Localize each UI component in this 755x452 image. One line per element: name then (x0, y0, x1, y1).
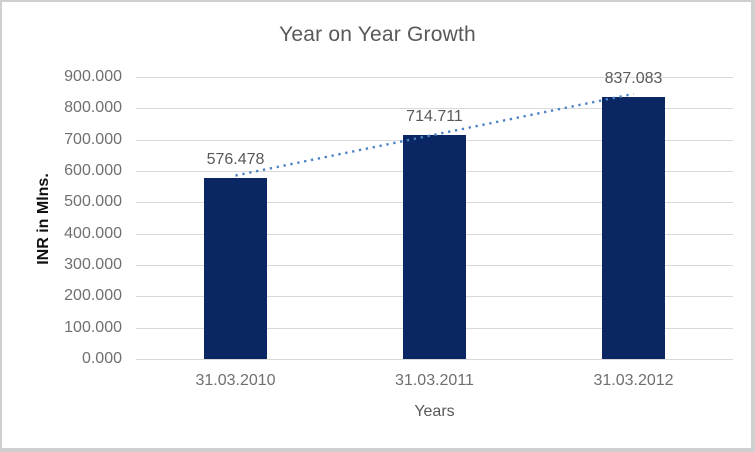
gridline (136, 359, 733, 360)
y-tick-label: 600.000 (64, 162, 122, 179)
x-tick-label: 31.03.2012 (593, 372, 674, 389)
chart-frame-border-top (0, 0, 755, 2)
y-tick-label: 700.000 (64, 130, 122, 148)
plot-area: 576.478 714.711 837.083 (136, 70, 733, 360)
x-tick-label: 31.03.2011 (395, 372, 474, 389)
y-tick-label: 200.000 (64, 287, 122, 305)
y-tick-label: 900.000 (64, 68, 122, 85)
bar (403, 135, 466, 359)
bar-data-label: 576.478 (206, 151, 265, 169)
y-tick-label: 500.000 (64, 193, 122, 211)
gridline (136, 77, 733, 78)
bar-data-label: 714.711 (406, 108, 463, 126)
x-tick-label: 31.03.2010 (195, 372, 276, 389)
y-tick-label: 400.000 (64, 224, 122, 242)
y-tick-label: 0.000 (81, 350, 122, 367)
y-tick-label: 100.000 (64, 318, 122, 336)
chart-frame-border-bottom (0, 448, 755, 452)
trendline (235, 92, 634, 177)
y-tick-label: 800.000 (64, 99, 122, 117)
chart-frame-border-left (0, 0, 2, 452)
x-axis-title: Years (414, 403, 455, 420)
chart-frame-border-right (751, 0, 755, 452)
bar (602, 96, 665, 359)
bar (204, 178, 267, 359)
y-axis-title: INR in Mlns. (35, 173, 52, 265)
y-tick-label: 300.000 (64, 256, 122, 273)
bar-data-label: 837.083 (604, 69, 663, 87)
chart-title: Year on Year Growth (279, 23, 476, 46)
gridline (136, 108, 733, 110)
trendline-layer (235, 92, 634, 177)
